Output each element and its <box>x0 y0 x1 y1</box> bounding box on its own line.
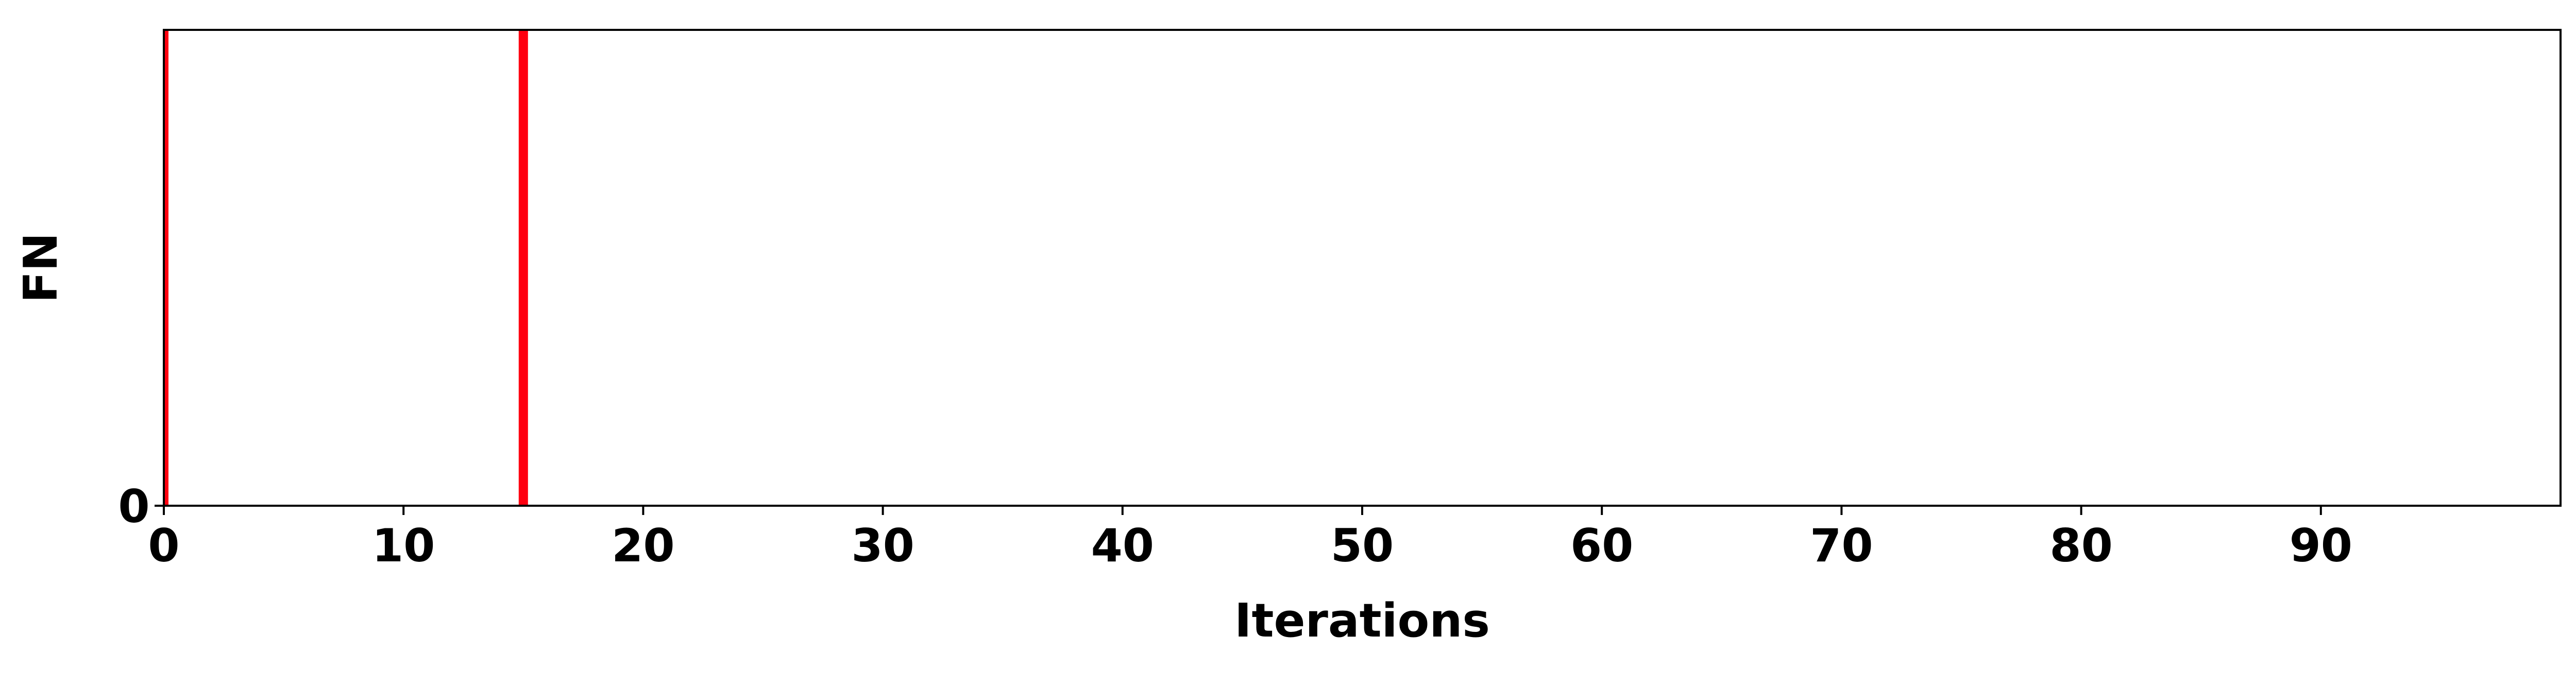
x-tick-label: 20 <box>612 519 674 572</box>
x-tick-label: 90 <box>2290 519 2352 572</box>
bar-x-0 <box>164 30 168 506</box>
y-axis-ticks: 0 <box>118 480 164 533</box>
x-tick-label: 30 <box>851 519 914 572</box>
x-axis-ticks: 0 10 20 30 40 50 60 70 80 90 <box>148 506 2352 572</box>
x-tick-label: 10 <box>372 519 435 572</box>
x-tick-label: 80 <box>2049 519 2112 572</box>
x-axis-label: Iterations <box>1234 594 1490 648</box>
y-tick-label: 0 <box>118 480 149 533</box>
x-tick-label: 60 <box>1570 519 1633 572</box>
x-tick-label: 0 <box>148 519 179 572</box>
x-tick-label: 50 <box>1331 519 1394 572</box>
x-tick-label: 70 <box>1810 519 1873 572</box>
y-axis-label: FN <box>14 233 68 303</box>
bars-layer <box>164 30 528 506</box>
x-tick-label: 40 <box>1091 519 1154 572</box>
bar-x-15 <box>518 30 528 506</box>
